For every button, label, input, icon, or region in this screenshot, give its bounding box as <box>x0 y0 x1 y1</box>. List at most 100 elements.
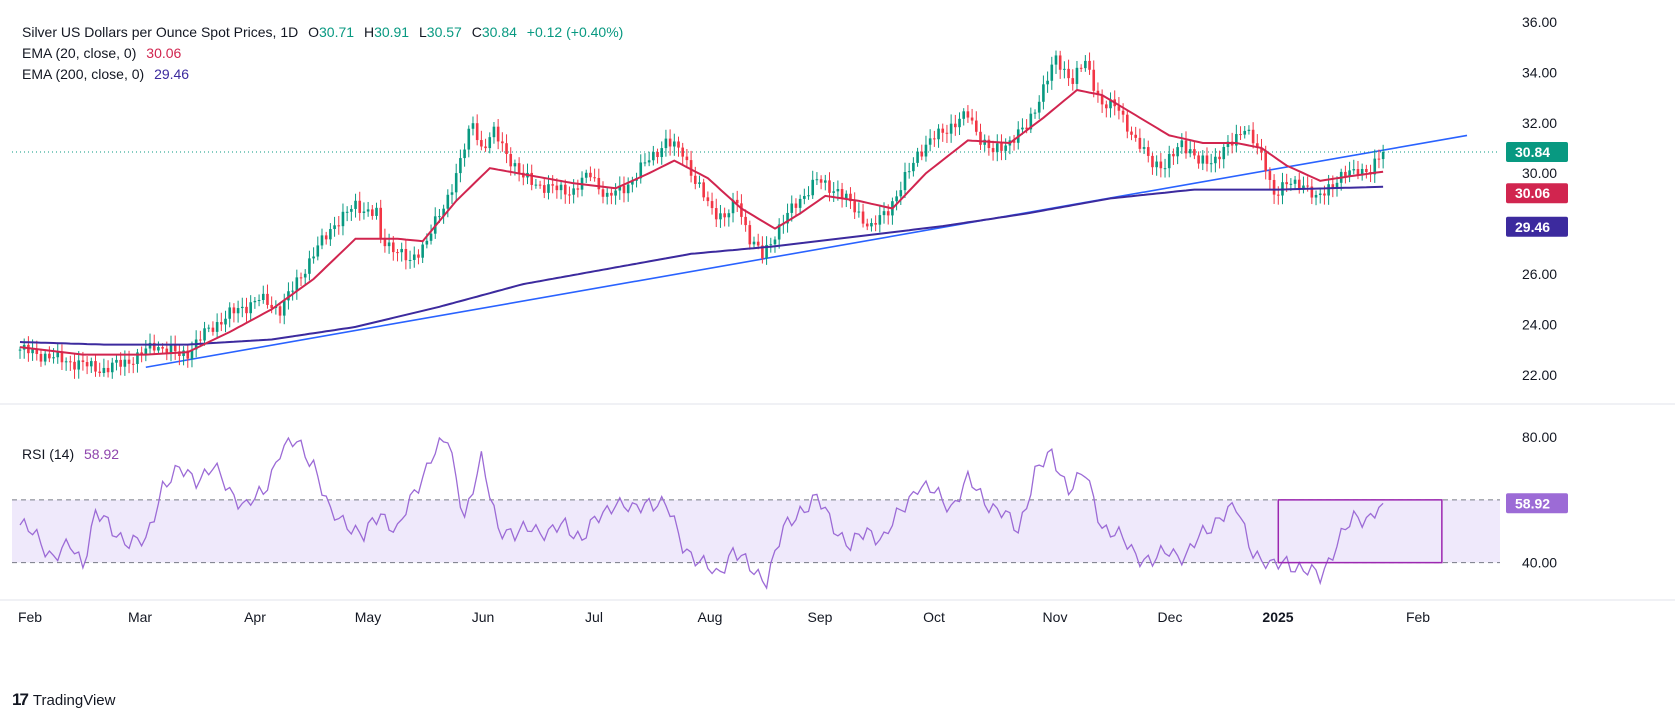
candle-body <box>387 242 391 247</box>
ema20-legend[interactable]: EMA (20, close, 0) 30.06 <box>22 45 187 61</box>
price-tick-label: 22.00 <box>1522 367 1557 383</box>
candle <box>1105 100 1108 118</box>
candle <box>85 356 89 375</box>
candle <box>677 136 680 157</box>
candle <box>966 105 970 123</box>
candle-body <box>475 123 479 141</box>
candle <box>1071 69 1075 91</box>
candle <box>396 249 399 262</box>
rsi-highlight-box[interactable] <box>1277 499 1443 564</box>
candle <box>1067 59 1070 86</box>
ema200-legend[interactable]: EMA (200, close, 0) 29.46 <box>22 66 195 82</box>
candle-body <box>572 188 575 195</box>
candle <box>1167 145 1171 178</box>
candle-body <box>157 347 160 351</box>
candle-body <box>979 131 982 145</box>
candle <box>496 119 500 150</box>
candle-body <box>874 222 877 225</box>
candle-body <box>450 192 454 195</box>
candle <box>308 250 311 281</box>
candle <box>710 192 714 215</box>
candle-body <box>660 148 664 158</box>
candle <box>400 242 403 262</box>
candle-body <box>1125 114 1129 132</box>
candle-body <box>48 353 51 359</box>
candle <box>1121 103 1125 123</box>
candle <box>442 204 445 224</box>
candle <box>1226 135 1230 156</box>
candle-body <box>878 215 882 225</box>
candle-body <box>1033 112 1037 114</box>
candle <box>253 296 257 309</box>
candle-body <box>769 244 773 246</box>
candle <box>761 236 764 264</box>
candle-body <box>1155 161 1158 168</box>
candle <box>383 228 387 253</box>
candle <box>324 231 328 245</box>
price-badge-bg <box>1506 142 1568 163</box>
close-label: C <box>471 24 482 40</box>
rsi-value: 58.92 <box>84 446 120 462</box>
candle <box>832 182 835 202</box>
candle-body <box>1134 134 1137 138</box>
candle-body <box>484 146 487 149</box>
candle <box>1037 95 1041 120</box>
candle <box>358 191 362 221</box>
ascending-trendline[interactable] <box>145 134 1468 369</box>
candle <box>941 123 945 142</box>
candle <box>211 321 215 336</box>
candle <box>685 148 689 168</box>
candle <box>1218 150 1221 169</box>
candle <box>1356 160 1360 180</box>
candle <box>102 358 106 377</box>
candle <box>266 284 269 309</box>
candle-body <box>916 151 919 163</box>
candle-body <box>282 300 286 316</box>
candle-body <box>1314 194 1318 198</box>
candle-body <box>836 189 840 192</box>
candle <box>303 269 307 286</box>
candle <box>316 236 320 261</box>
candle-body <box>1188 149 1192 154</box>
candle <box>1243 125 1247 139</box>
candle-body <box>819 179 823 183</box>
candle <box>320 228 324 250</box>
candle-body <box>710 201 714 209</box>
candle-body <box>840 189 844 199</box>
rsi-legend[interactable]: RSI (14) 58.92 <box>22 446 125 462</box>
candle-body <box>949 123 953 134</box>
candle-body <box>90 361 93 367</box>
candle-body <box>1029 113 1033 130</box>
candle <box>215 313 219 338</box>
candle-body <box>1360 168 1364 176</box>
candle <box>337 216 341 235</box>
tradingview-branding[interactable]: 17 TradingView <box>12 690 115 710</box>
candle-body <box>1222 146 1226 160</box>
candle-body <box>308 258 311 274</box>
candle-body <box>148 342 152 349</box>
candle <box>639 154 643 184</box>
candle <box>291 281 294 301</box>
candle <box>933 130 936 147</box>
candle-body <box>664 138 668 149</box>
candle <box>64 357 68 371</box>
candle <box>631 176 634 193</box>
candle-body <box>425 240 429 245</box>
candle <box>387 233 391 254</box>
candle <box>597 168 601 195</box>
candle <box>1163 158 1167 178</box>
candle-body <box>1084 60 1087 69</box>
candle-body <box>1381 152 1385 160</box>
candle <box>391 236 395 261</box>
rsi-tick-label: 80.00 <box>1522 429 1557 445</box>
candle-body <box>1046 80 1049 85</box>
candle-body <box>1159 161 1163 169</box>
candle <box>1021 118 1024 135</box>
candle-body <box>1058 55 1062 70</box>
candle <box>714 198 718 228</box>
candle-body <box>383 237 387 247</box>
candle <box>530 164 534 191</box>
price-tick-label: 26.00 <box>1522 266 1557 282</box>
candle-body <box>1302 185 1305 190</box>
